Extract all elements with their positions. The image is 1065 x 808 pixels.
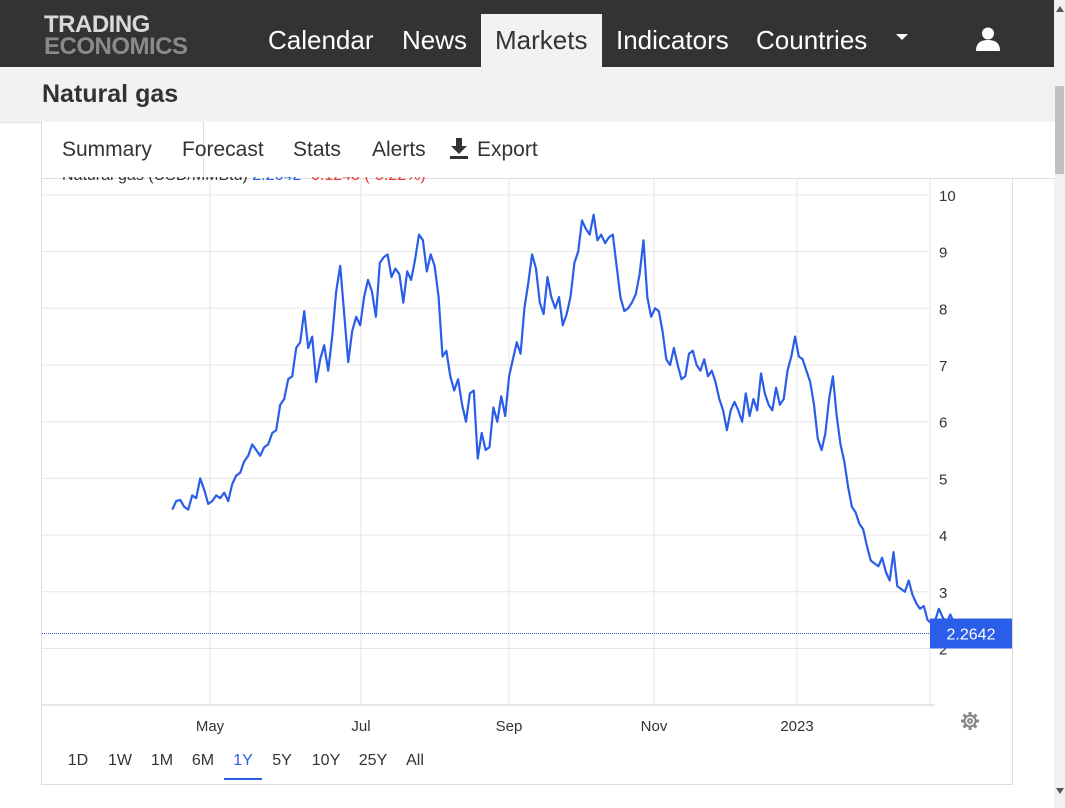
legend-current-value: 2.2642 — [252, 177, 301, 184]
range-10y[interactable]: 10Y — [311, 752, 341, 769]
scrollbar-thumb[interactable] — [1055, 86, 1064, 174]
range-1w[interactable]: 1W — [108, 752, 132, 769]
gear-icon[interactable] — [960, 711, 980, 731]
logo-line-2: ECONOMICS — [44, 33, 188, 60]
trading-economics-logo[interactable]: TRADING ECONOMICS — [44, 11, 188, 60]
tab-divider — [203, 122, 204, 178]
title-band — [0, 67, 1054, 123]
tab-summary[interactable]: Summary — [62, 138, 152, 161]
range-1y[interactable]: 1Y — [224, 748, 262, 780]
range-25y[interactable]: 25Y — [358, 752, 388, 769]
range-5y[interactable]: 5Y — [272, 752, 292, 769]
chart-container — [41, 178, 1013, 785]
chevron-down-icon[interactable] — [896, 34, 908, 40]
scroll-up-icon[interactable] — [1056, 6, 1064, 12]
nav-calendar[interactable]: Calendar — [268, 25, 374, 55]
range-6m[interactable]: 6M — [191, 752, 215, 769]
page-title: Natural gas — [42, 80, 179, 108]
user-icon[interactable] — [975, 26, 1001, 52]
page-scrollbar[interactable] — [1054, 0, 1065, 808]
tab-forecast[interactable]: Forecast — [182, 138, 264, 161]
range-1m[interactable]: 1M — [150, 752, 174, 769]
chart-legend: Natural gas (USD/MMBtu) 2.2642 -0.1248 (… — [62, 177, 426, 185]
legend-change: -0.1248 (-5.22%) — [306, 177, 426, 184]
scroll-down-icon[interactable] — [1056, 788, 1064, 794]
nav-countries[interactable]: Countries — [756, 25, 868, 55]
tab-alerts[interactable]: Alerts — [372, 138, 426, 161]
download-icon[interactable] — [449, 138, 469, 160]
tab-bar: Summary Forecast Stats Alerts Export — [41, 122, 1055, 179]
range-1d[interactable]: 1D — [67, 752, 89, 769]
nav-markets[interactable]: Markets — [481, 14, 602, 67]
legend-series-name: Natural gas (USD/MMBtu) — [62, 177, 248, 184]
logo-line-1: TRADING — [44, 11, 150, 38]
tab-export[interactable]: Export — [477, 138, 538, 161]
tab-stats[interactable]: Stats — [293, 138, 341, 161]
range-all[interactable]: All — [406, 752, 424, 769]
nav-indicators[interactable]: Indicators — [616, 25, 729, 55]
nav-news[interactable]: News — [402, 25, 468, 55]
